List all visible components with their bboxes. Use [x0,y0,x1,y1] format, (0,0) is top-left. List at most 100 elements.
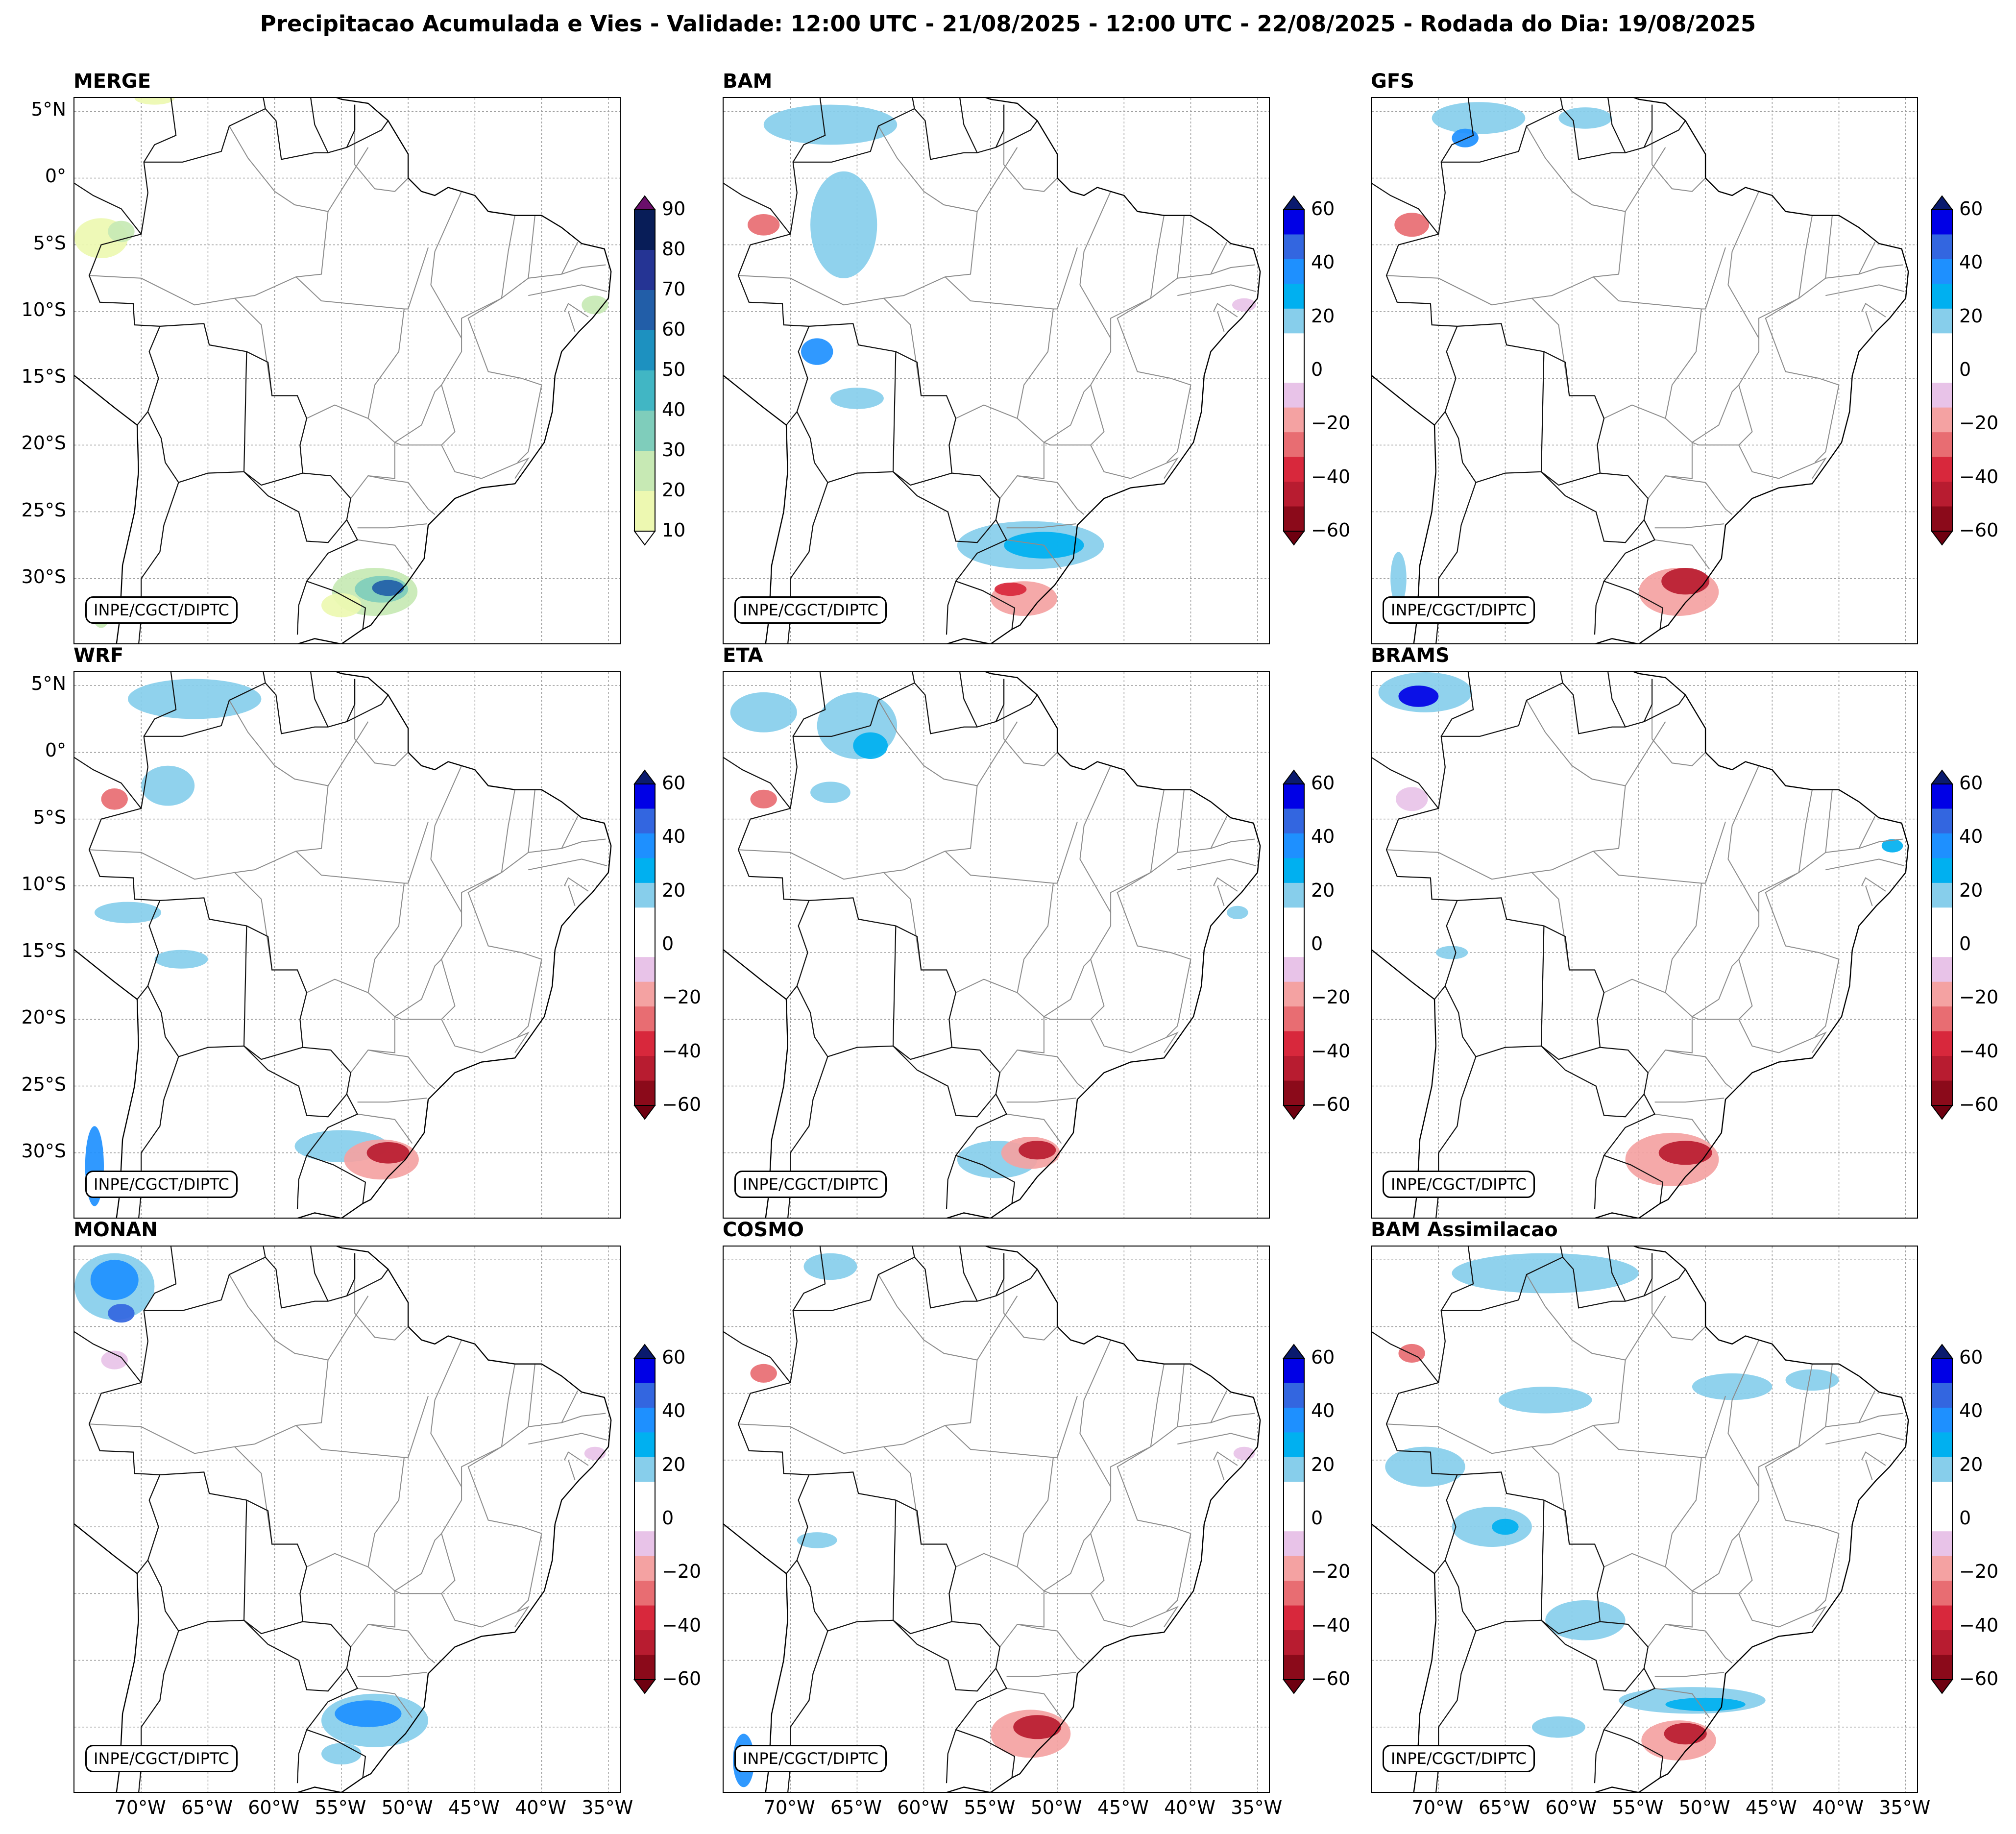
state-border [1593,1425,1701,1458]
country-border [88,108,389,630]
credit-label: INPE/CGCT/DIPTC [1383,1171,1535,1198]
country-border [1444,1560,1542,1632]
map-panel: INPE/CGCT/DIPTC [73,671,621,1219]
colorbar-tick-label: 20 [1959,879,1983,901]
colorbar-tick-label: −40 [1959,465,1999,488]
state-border [1006,1672,1076,1677]
colorbar-extend-top [1283,769,1305,784]
state-border [1692,385,1753,446]
colorbar-segment [1932,358,1952,383]
state-border [404,1395,429,1458]
country-border [737,1256,1038,1778]
colorbar-tick-label: 0 [1311,359,1323,380]
country-border [74,1331,142,1383]
colorbar-segment [1932,308,1952,334]
longitude-tick-label: 40°W [515,1797,566,1818]
colorbar-segment [1284,932,1304,957]
longitude-tick-label: 35°W [1231,1797,1283,1818]
colorbar [633,195,656,546]
rainfall-area [1785,1369,1839,1391]
state-border [1765,297,1839,386]
colorbar-segment [1284,284,1304,309]
rainfall-area [321,1743,362,1765]
rainfall-area [1396,787,1428,811]
country-border [995,104,1005,148]
colorbar-extend-bottom [1283,1679,1305,1694]
state-border [738,1423,922,1544]
rainfall-area [1019,1141,1056,1160]
colorbar-tick-label: −20 [1311,986,1351,1008]
colorbar-segment [634,370,655,411]
latitude-tick-label: 0° [45,739,66,761]
state-border [1825,858,1905,871]
colorbar-segment [1932,457,1952,482]
rainfall-area [763,104,898,145]
state-border [1652,679,1706,766]
colorbar-outline [634,783,656,1106]
colorbar-segment [1932,1432,1952,1458]
coastline [1372,375,1437,643]
country-border [1541,1620,1645,1692]
state-border [89,1423,273,1544]
colorbar-tick-label: 80 [662,238,686,260]
coastline [1372,949,1437,1218]
longitude-tick-label: 50°W [1678,1797,1730,1818]
credit-label: INPE/CGCT/DIPTC [734,1171,887,1198]
coastline [297,672,612,1218]
state-border [528,816,578,853]
state-border [1654,1113,1710,1144]
colorbar-segment [1284,482,1304,507]
colorbar-tick-label: 50 [662,359,686,380]
colorbar-extend-bottom [1283,531,1305,546]
state-border [467,1446,542,1534]
colorbar-extend-bottom [633,1105,656,1120]
colorbar-segment [1284,1630,1304,1656]
state-border [1738,444,1779,479]
latitude-tick-label: 15°S [21,366,66,388]
colorbar-tick-label: −20 [1311,412,1351,434]
colorbar-tick-label: 60 [662,1346,686,1368]
country-border [1607,1247,1626,1302]
colorbar [1283,1344,1305,1694]
colorbar-outline [634,1358,656,1680]
state-border [1814,1533,1840,1612]
colorbar-tick-label: −20 [1311,1561,1351,1583]
country-border [1444,411,1542,483]
state-border [1217,1460,1225,1481]
panel-title: BAM Assimilacao [1371,1219,1558,1241]
colorbar-segment [1932,784,1952,809]
state-border [1778,457,1827,479]
state-border [517,1533,542,1612]
colorbar-extend-top [1931,195,1953,210]
state-border [1117,872,1191,960]
state-border [1593,851,1701,884]
state-border [1017,1624,1085,1663]
colorbar-tick-label: 40 [1959,826,1983,848]
colorbar-extend-top [1931,769,1953,784]
colorbar-tick-label: 40 [662,1400,686,1422]
country-border [1594,1155,1605,1209]
state-border [354,104,409,192]
colorbar-outline [1283,209,1305,532]
colorbar-tick-label: 40 [1959,1400,1983,1422]
rainfall-area [1435,946,1468,959]
state-border [738,849,922,970]
rainfall-area [1545,1600,1626,1640]
map-canvas [724,98,1269,643]
rainfall-area [810,782,850,803]
state-border [1798,789,1833,873]
country-border [912,98,915,109]
colorbar-segment [1284,1556,1304,1581]
colorbar-segment [1932,1605,1952,1631]
country-border [892,926,952,1060]
rainfall-area [141,765,195,806]
state-border [1654,1098,1725,1103]
state-border [357,1687,413,1718]
colorbar-segment [634,1605,655,1631]
state-border [1003,1253,1058,1341]
state-border [89,849,273,970]
state-border [89,275,273,396]
state-border [467,872,542,960]
country-border [263,98,266,109]
country-border [1643,104,1653,148]
